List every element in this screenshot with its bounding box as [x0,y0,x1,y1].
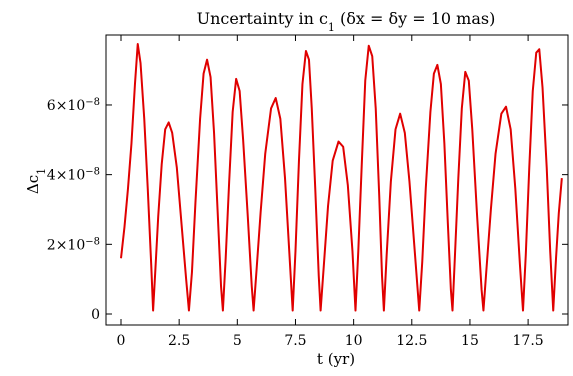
y-axis: 0 2×10−8 4×10−8 6×10−8 [47,96,568,323]
x-tick-label: 12.5 [396,333,427,349]
x-axis-label: t (yr) [317,350,355,368]
x-tick-label: 15 [461,333,479,349]
y-tick-label: 6×10−8 [47,96,100,114]
y-tick-label: 4×10−8 [47,166,100,184]
x-axis: 0 2.5 5 7.5 10 12.5 15 17.5 [117,35,544,349]
x-tick-label: 5 [233,333,242,349]
plot-frame [105,34,569,326]
series-line [120,43,563,312]
x-tick-label: 17.5 [513,333,544,349]
x-tick-label: 10 [345,333,363,349]
x-tick-label: 2.5 [168,333,190,349]
y-axis-label: Δc1 [24,168,48,194]
y-tick-label: 0 [91,307,100,323]
x-tick-label: 7.5 [284,333,306,349]
chart-title: Uncertainty in c1 (δx = δy = 10 mas) [197,9,496,34]
x-tick-label: 0 [117,333,126,349]
y-tick-label: 2×10−8 [47,236,100,254]
